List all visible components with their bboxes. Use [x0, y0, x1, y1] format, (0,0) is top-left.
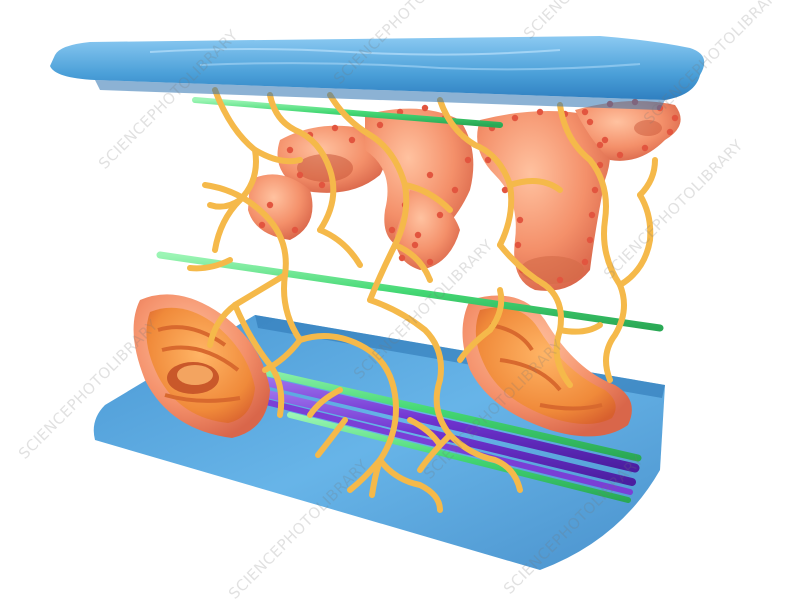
ribosome-dot: [388, 226, 396, 234]
ribosome-dot: [426, 171, 434, 179]
ribosome-dot: [596, 161, 604, 169]
ribosome-dot: [616, 151, 624, 159]
ribosome-dot: [421, 104, 429, 112]
ribosome-dot: [398, 254, 406, 262]
ribosome-dot: [376, 121, 384, 129]
mitochondrion-left: [133, 294, 270, 438]
ribosome-dot: [591, 186, 599, 194]
ribosome-dot: [671, 114, 679, 122]
ribosome-dot: [586, 236, 594, 244]
ribosome-dot: [536, 108, 544, 116]
rough-endoplasmic-reticulum: [248, 101, 681, 291]
ribosome-dot: [581, 258, 589, 266]
ribosome-dot: [396, 108, 404, 116]
ribosome-dot: [484, 156, 492, 164]
ribosome-dot: [464, 156, 472, 164]
ribosome-dot: [601, 136, 609, 144]
ribosome-dot: [511, 114, 519, 122]
ribosome-dot: [666, 128, 674, 136]
ribosome-dot: [258, 221, 266, 229]
ribosome-dot: [596, 141, 604, 149]
ribosome-dot: [586, 118, 594, 126]
ribosome-dot: [451, 186, 459, 194]
ribosome-dot: [426, 258, 434, 266]
ribosome-dot: [581, 108, 589, 116]
top-membrane: [50, 36, 705, 110]
ribosome-dot: [556, 276, 564, 284]
ribosome-dot: [588, 211, 596, 219]
ribosome-dot: [411, 241, 419, 249]
ribosome-dot: [318, 181, 326, 189]
ribosome-dot: [291, 226, 299, 234]
ribosome-dot: [514, 241, 522, 249]
smooth-endoplasmic-reticulum: [187, 87, 658, 513]
ribosome-dot: [436, 211, 444, 219]
ribosome-dot: [501, 186, 509, 194]
ribosome-dot: [331, 124, 339, 132]
ribosome-dot: [516, 216, 524, 224]
ribosome-dot: [286, 146, 294, 154]
ribosome-dot: [296, 171, 304, 179]
ribosome-dot: [266, 201, 274, 209]
mitochondrion-right: [462, 295, 632, 437]
ribosome-dot: [414, 231, 422, 239]
ribosome-dot: [348, 136, 356, 144]
ribosome-dot: [641, 144, 649, 152]
